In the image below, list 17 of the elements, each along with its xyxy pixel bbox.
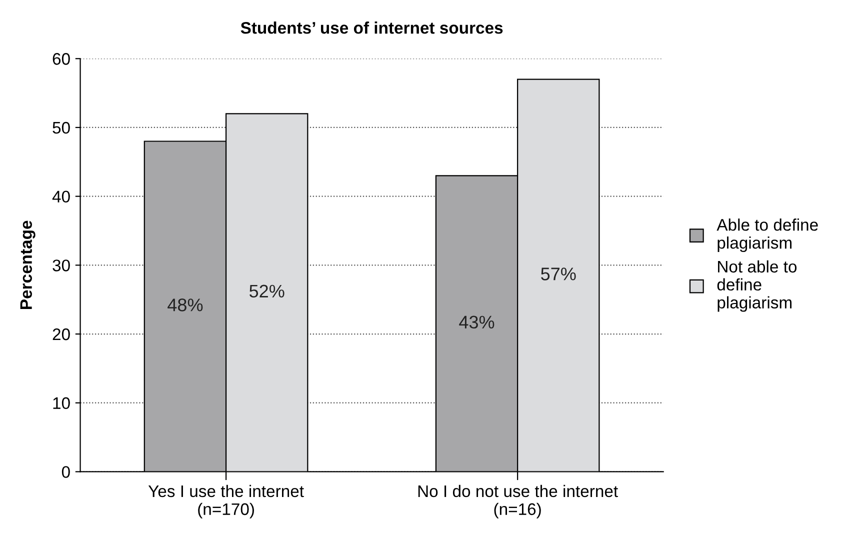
y-tick-label: 30 [52,260,70,272]
y-tick-label: 40 [52,190,70,203]
data-label: 48% [168,298,203,312]
y-axis-title: Percentage [20,220,36,309]
y-tick-label: 50 [52,122,70,134]
y-tick-label: 20 [52,328,70,340]
chart-title: Students’ use of internet sources [240,22,503,34]
x-tick-label: No I do not use the internet (n=16) [418,484,618,518]
x-tick-label: Yes I use the internet (n=170) [148,484,304,518]
y-tick-label: 60 [52,53,70,65]
y-tick-label: 0 [62,466,70,478]
data-label: 43% [459,316,494,329]
data-label: 57% [541,268,576,280]
legend-label: Able to define plagiarism [716,218,818,252]
data-label: 52% [250,284,284,298]
y-tick-label: 10 [53,397,70,410]
legend-label: Not able to define plagiarism [717,260,797,312]
